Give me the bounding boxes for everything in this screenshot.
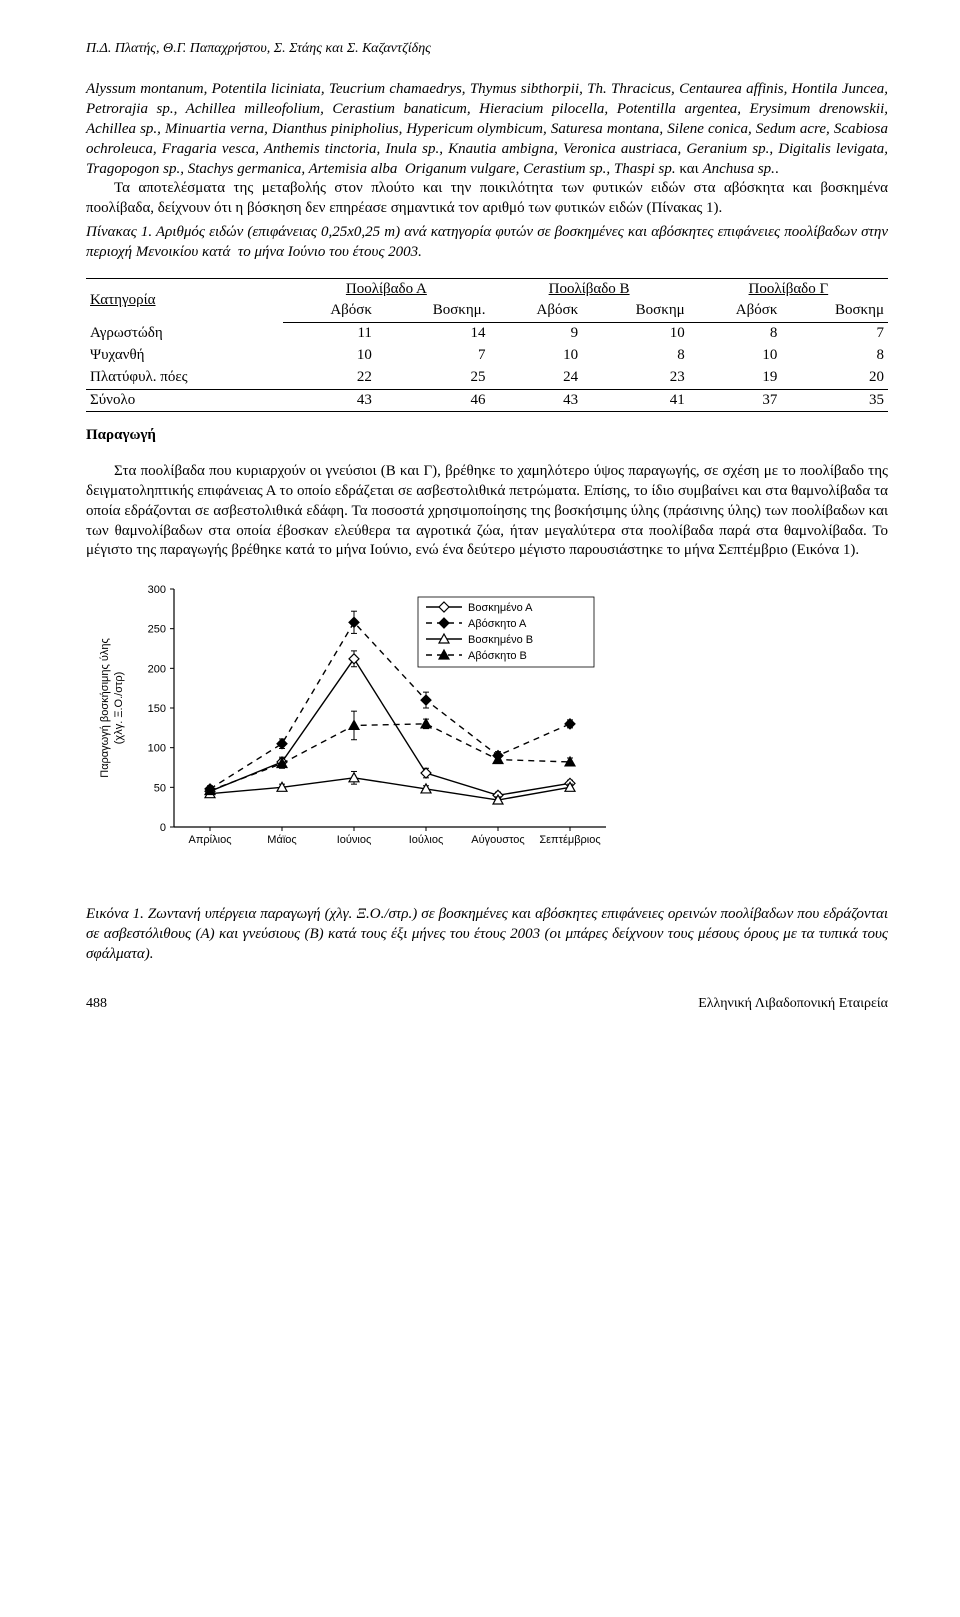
- table-cell: 20: [781, 367, 888, 389]
- svg-text:Ιούνιος: Ιούνιος: [337, 834, 372, 846]
- table-cell: 19: [689, 367, 782, 389]
- svg-text:Μάϊος: Μάϊος: [267, 834, 296, 846]
- svg-text:150: 150: [148, 703, 166, 715]
- svg-text:Αβόσκητο Β: Αβόσκητο Β: [468, 650, 527, 662]
- table-cell: 7: [376, 345, 490, 367]
- table-cell: 37: [689, 389, 782, 412]
- table-head-category: Κατηγορία: [86, 278, 283, 323]
- table-cell: 8: [781, 345, 888, 367]
- running-head: Π.Δ. Πλατής, Θ.Γ. Παπαχρήστου, Σ. Στάης …: [86, 40, 888, 58]
- table-row-label: Πλατύφυλ. πόες: [86, 367, 283, 389]
- svg-text:250: 250: [148, 624, 166, 636]
- production-chart: 0 50 100 150 200 250 300 Απρίλιος Μάϊος Ιούνιος Ιο…: [86, 571, 646, 895]
- table-cell: 35: [781, 389, 888, 412]
- table-cell: 10: [582, 323, 689, 345]
- svg-text:0: 0: [160, 822, 166, 834]
- table-cell: 10: [283, 345, 376, 367]
- svg-text:Αβόσκητο Α: Αβόσκητο Α: [468, 618, 527, 630]
- svg-text:300: 300: [148, 584, 166, 596]
- species-table: Κατηγορία Ποολίβαδο Α Ποολίβαδο Β Ποολίβ…: [86, 278, 888, 413]
- table-row-label: Ψυχανθή: [86, 345, 283, 367]
- svg-text:Βοσκημένο Α: Βοσκημένο Α: [468, 602, 533, 614]
- svg-text:200: 200: [148, 664, 166, 676]
- table-cell: 8: [689, 323, 782, 345]
- svg-text:50: 50: [154, 783, 166, 795]
- page-footer: 488 Ελληνική Λιβαδοπονική Εταιρεία: [86, 995, 888, 1013]
- body-paragraph-3: Στα ποολίβαδα που κυριαρχούν οι γνεύσιοι…: [86, 462, 888, 561]
- figure-caption: Εικόνα 1. Ζωντανή υπέργεια παραγωγή (χλγ…: [86, 905, 888, 964]
- body-paragraph-2: Τα αποτελέσματα της μεταβολής στον πλούτ…: [86, 179, 888, 219]
- table-sub-5: Βοσκημ: [781, 300, 888, 322]
- table-group-c: Ποολίβαδο Γ: [689, 278, 888, 300]
- table-cell: 8: [582, 345, 689, 367]
- table-sub-4: Αβόσκ: [689, 300, 782, 322]
- journal-name: Ελληνική Λιβαδοπονική Εταιρεία: [698, 995, 888, 1013]
- svg-text:Απρίλιος: Απρίλιος: [189, 834, 232, 846]
- svg-text:100: 100: [148, 743, 166, 755]
- table-row: Πλατύφυλ. πόες222524231920: [86, 367, 888, 389]
- svg-text:(χλγ. Ξ.Ο./στρ): (χλγ. Ξ.Ο./στρ): [113, 672, 125, 744]
- table-row: Αγρωστώδη111491087: [86, 323, 888, 345]
- table-cell: 9: [489, 323, 582, 345]
- table-cell: 43: [283, 389, 376, 412]
- table-sub-1: Βοσκημ.: [376, 300, 490, 322]
- table-group-a: Ποολίβαδο Α: [283, 278, 489, 300]
- svg-text:Ιούλιος: Ιούλιος: [409, 834, 444, 846]
- table-cell: 41: [582, 389, 689, 412]
- svg-text:Παραγωγή βοσκήσιμης ύλης: Παραγωγή βοσκήσιμης ύλης: [99, 638, 111, 778]
- table-sub-2: Αβόσκ: [489, 300, 582, 322]
- table-cell: 11: [283, 323, 376, 345]
- section-heading-production: Παραγωγή: [86, 426, 888, 446]
- table-cell: 10: [489, 345, 582, 367]
- svg-text:Βοσκημένο Β: Βοσκημένο Β: [468, 634, 533, 646]
- table-cell: 23: [582, 367, 689, 389]
- table-cell: 10: [689, 345, 782, 367]
- svg-text:Αύγουστος: Αύγουστος: [471, 834, 524, 846]
- table-sub-0: Αβόσκ: [283, 300, 376, 322]
- svg-text:Σεπτέμβριος: Σεπτέμβριος: [539, 834, 600, 846]
- page-number: 488: [86, 995, 107, 1013]
- table-cell: 22: [283, 367, 376, 389]
- table-total-label: Σύνολο: [86, 389, 283, 412]
- table-row-label: Αγρωστώδη: [86, 323, 283, 345]
- table-total-row: Σύνολο434643413735: [86, 389, 888, 412]
- body-paragraph-1: Alyssum montanum, Potentila liciniata, T…: [86, 80, 888, 179]
- table-cell: 46: [376, 389, 490, 412]
- table-cell: 7: [781, 323, 888, 345]
- table-caption: Πίνακας 1. Αριθμός ειδών (επιφάνειας 0,2…: [86, 223, 888, 263]
- table-cell: 14: [376, 323, 490, 345]
- table-group-b: Ποολίβαδο Β: [489, 278, 688, 300]
- table-cell: 43: [489, 389, 582, 412]
- table-cell: 24: [489, 367, 582, 389]
- table-row: Ψυχανθή107108108: [86, 345, 888, 367]
- table-sub-3: Βοσκημ: [582, 300, 689, 322]
- table-cell: 25: [376, 367, 490, 389]
